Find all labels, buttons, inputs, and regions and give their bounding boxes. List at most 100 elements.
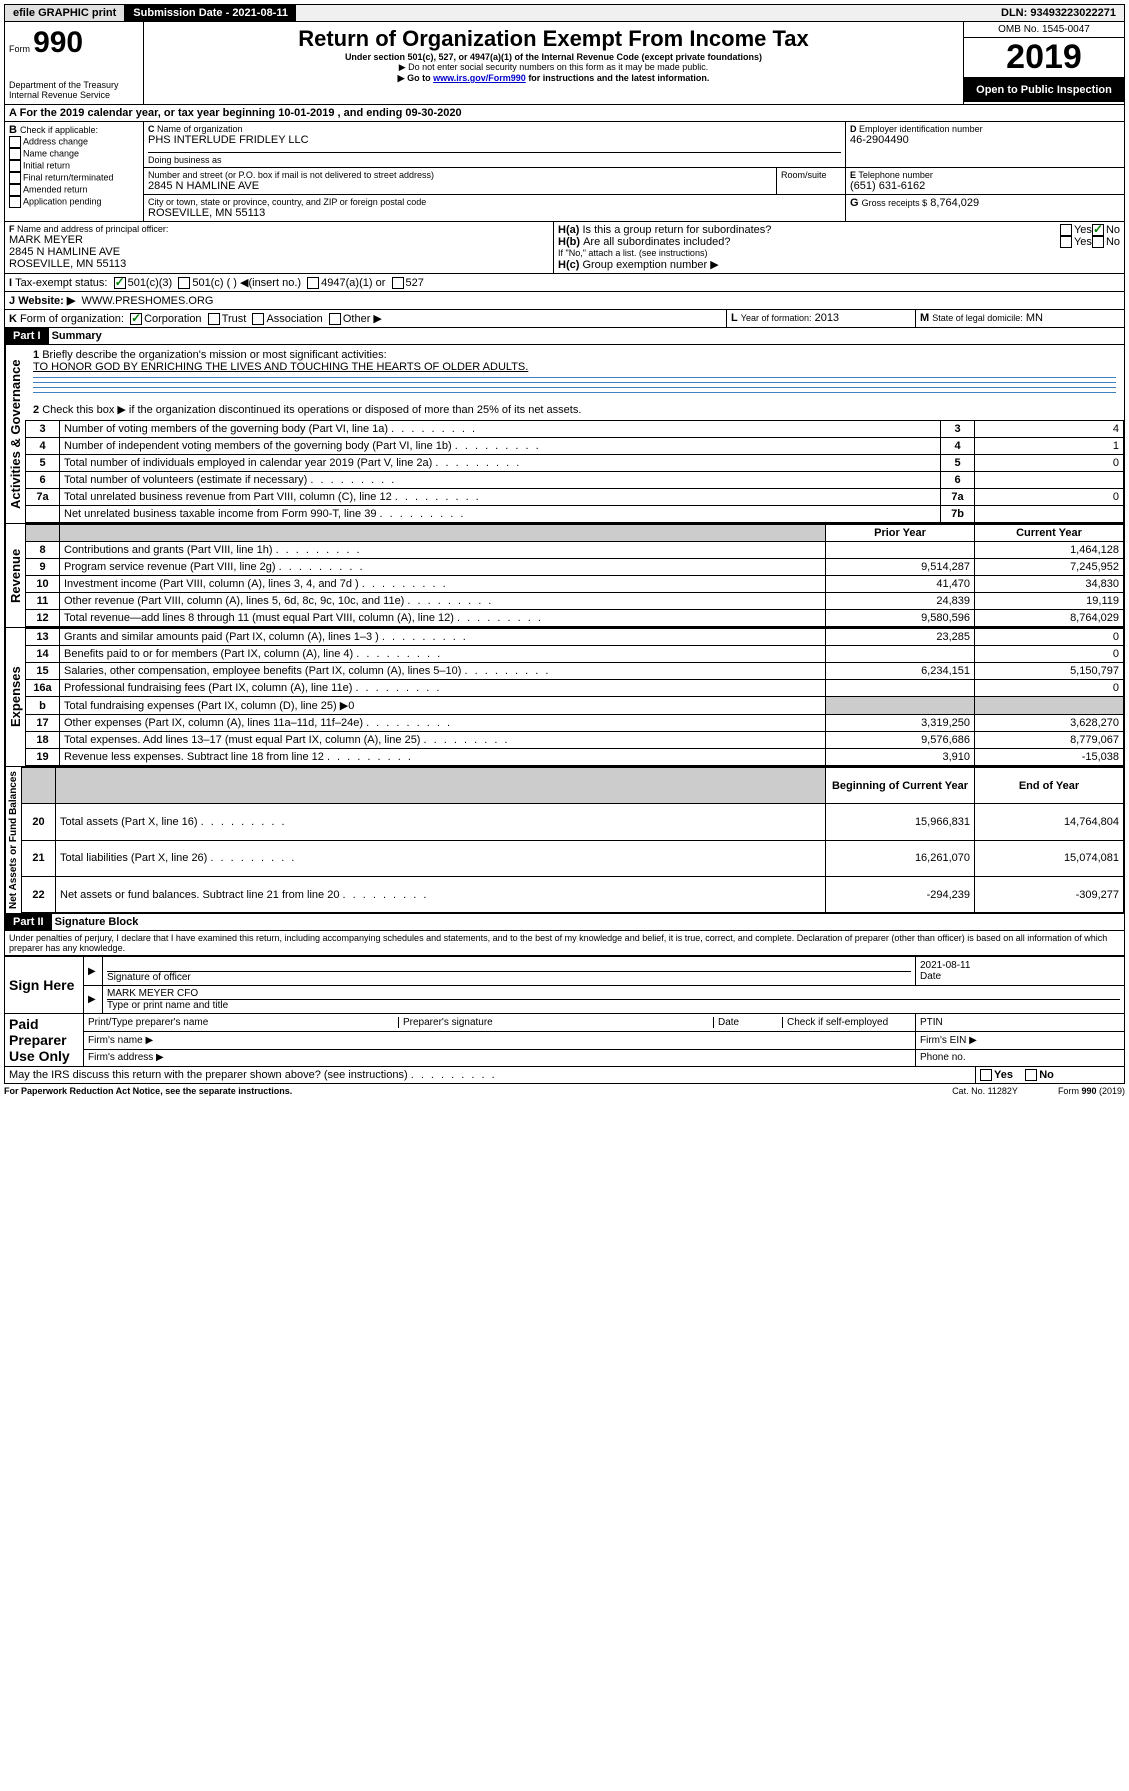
expenses-table: 13Grants and similar amounts paid (Part …: [25, 628, 1124, 766]
q1-label: Briefly describe the organization's miss…: [42, 349, 386, 361]
date-label: Date: [920, 971, 941, 982]
goto-prefix: Go to: [398, 73, 433, 83]
signature-table: Sign Here ▶ Signature of officer 2021-08…: [4, 956, 1125, 1067]
k-opt-checkbox[interactable]: [329, 313, 341, 325]
officer-print-name: MARK MEYER CFO: [107, 988, 1120, 1000]
part2-title: Signature Block: [55, 916, 139, 928]
line-a-text: A For the 2019 calendar year, or tax yea…: [5, 105, 1124, 121]
room-label: Room/suite: [777, 168, 846, 194]
ha-yes-checkbox[interactable]: [1060, 224, 1072, 236]
hb-note: If "No," attach a list. (see instruction…: [558, 248, 1120, 258]
org-name: PHS INTERLUDE FRIDLEY LLC: [148, 134, 841, 146]
i-opt-checkbox[interactable]: [392, 277, 404, 289]
submission-date: Submission Date - 2021-08-11: [125, 5, 296, 21]
b-opt-checkbox[interactable]: [9, 184, 21, 196]
year-formation-value: 2013: [815, 312, 839, 324]
i-opt-checkbox[interactable]: [114, 277, 126, 289]
governance-table: 3Number of voting members of the governi…: [25, 420, 1124, 523]
domicile-value: MN: [1026, 312, 1043, 324]
form-prefix: Form: [9, 44, 30, 54]
efile-button[interactable]: efile GRAPHIC print: [5, 5, 125, 21]
top-bar: efile GRAPHIC print Submission Date - 20…: [4, 4, 1125, 22]
paperwork-notice: For Paperwork Reduction Act Notice, see …: [4, 1086, 292, 1096]
officer-addr1: 2845 N HAMLINE AVE: [9, 246, 549, 258]
revenue-table: Prior YearCurrent Year8Contributions and…: [25, 524, 1124, 627]
form-title: Return of Organization Exempt From Incom…: [148, 26, 959, 52]
firm-addr-label: Firm's address ▶: [84, 1049, 916, 1067]
phone-label: Telephone number: [858, 170, 933, 180]
year-formation-label: Year of formation:: [741, 313, 812, 323]
form-header: Form 990 Department of the Treasury Inte…: [4, 22, 1125, 105]
prep-name-label: Print/Type preparer's name: [88, 1017, 399, 1028]
line-a: A For the 2019 calendar year, or tax yea…: [4, 105, 1125, 122]
i-opt-checkbox[interactable]: [307, 277, 319, 289]
dept-label: Department of the Treasury: [9, 80, 139, 90]
org-name-label: Name of organization: [157, 124, 243, 134]
officer-label: Name and address of principal officer:: [17, 224, 168, 234]
gross-label: Gross receipts $: [862, 198, 928, 208]
officer-addr2: ROSEVILLE, MN 55113: [9, 258, 549, 270]
firm-phone-label: Phone no.: [916, 1049, 1125, 1067]
q2-label: Check this box ▶ if the organization dis…: [42, 404, 581, 416]
netassets-section-label: Net Assets or Fund Balances: [5, 767, 21, 913]
netassets-table: Beginning of Current YearEnd of Year20To…: [21, 767, 1124, 913]
inspection-badge: Open to Public Inspection: [964, 78, 1124, 102]
ptin-label: PTIN: [916, 1014, 1125, 1032]
city-label: City or town, state or province, country…: [148, 197, 841, 207]
discuss-yes-checkbox[interactable]: [980, 1069, 992, 1081]
b-opt-checkbox[interactable]: [9, 148, 21, 160]
i-opt-checkbox[interactable]: [178, 277, 190, 289]
hb-no-checkbox[interactable]: [1092, 236, 1104, 248]
addr-label: Number and street (or P.O. box if mail i…: [148, 170, 772, 180]
hc-label: Group exemption number ▶: [582, 259, 718, 271]
prep-sig-label: Preparer's signature: [399, 1017, 714, 1028]
mission-text: TO HONOR GOD BY ENRICHING THE LIVES AND …: [33, 361, 528, 373]
hb-yes-checkbox[interactable]: [1060, 236, 1072, 248]
dln: DLN: 93493223022271: [993, 5, 1124, 21]
part1-title: Summary: [52, 330, 102, 342]
part2-header: Part II: [5, 914, 52, 930]
city-value: ROSEVILLE, MN 55113: [148, 207, 841, 219]
sig-officer-label: Signature of officer: [107, 972, 191, 983]
ein-value: 46-2904490: [850, 134, 1120, 146]
k-opt-checkbox[interactable]: [208, 313, 220, 325]
gross-value: 8,764,029: [930, 197, 979, 209]
b-opt-checkbox[interactable]: [9, 196, 21, 208]
form-org-label: Form of organization:: [20, 313, 124, 325]
form-note-ssn: Do not enter social security numbers on …: [148, 62, 959, 73]
firm-name-label: Firm's name ▶: [84, 1031, 916, 1049]
domicile-label: State of legal domicile:: [932, 313, 1023, 323]
irs-link[interactable]: www.irs.gov/Form990: [433, 73, 526, 83]
expenses-section-label: Expenses: [5, 628, 25, 766]
hb-label: Are all subordinates included?: [583, 236, 1060, 248]
self-employed-label: Check if self-employed: [783, 1017, 911, 1028]
phone-value: (651) 631-6162: [850, 180, 1120, 192]
ha-no-checkbox[interactable]: [1092, 224, 1104, 236]
cat-no: Cat. No. 11282Y: [952, 1086, 1018, 1096]
website-value: WWW.PRESHOMES.ORG: [81, 295, 213, 307]
perjury-text: Under penalties of perjury, I declare th…: [4, 931, 1125, 956]
governance-section-label: Activities & Governance: [5, 345, 25, 523]
ein-label: Employer identification number: [859, 124, 983, 134]
dba-label: Doing business as: [148, 152, 841, 165]
irs-label: Internal Revenue Service: [9, 90, 139, 100]
b-opt-checkbox[interactable]: [9, 172, 21, 184]
sig-date: 2021-08-11: [920, 960, 1120, 971]
website-label: Website: ▶: [18, 295, 75, 307]
revenue-section-label: Revenue: [5, 524, 25, 627]
b-opt-checkbox[interactable]: [9, 160, 21, 172]
b-opt-checkbox[interactable]: [9, 136, 21, 148]
discuss-label: May the IRS discuss this return with the…: [9, 1069, 408, 1081]
discuss-no-checkbox[interactable]: [1025, 1069, 1037, 1081]
form-subtitle: Under section 501(c), 527, or 4947(a)(1)…: [148, 52, 959, 62]
street-address: 2845 N HAMLINE AVE: [148, 180, 772, 192]
type-name-label: Type or print name and title: [107, 1000, 228, 1011]
tax-status-label: Tax-exempt status:: [15, 277, 107, 289]
form-footer: Form 990 (2019): [1058, 1086, 1125, 1096]
k-opt-checkbox[interactable]: [252, 313, 264, 325]
omb-number: OMB No. 1545-0047: [964, 22, 1124, 38]
section-b: B Check if applicable: Address changeNam…: [5, 122, 144, 221]
tax-year: 2019: [964, 38, 1124, 78]
firm-ein-label: Firm's EIN ▶: [916, 1031, 1125, 1049]
k-opt-checkbox[interactable]: [130, 313, 142, 325]
